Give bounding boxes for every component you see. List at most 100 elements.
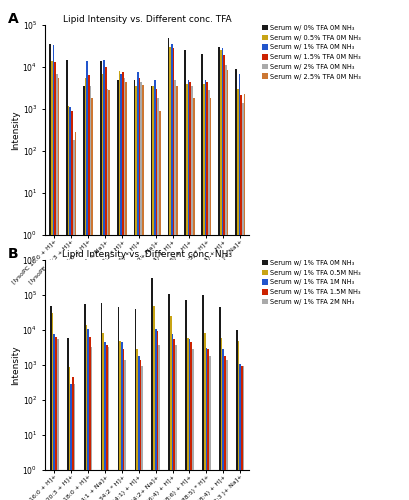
Bar <box>226 360 227 500</box>
Bar <box>202 295 204 500</box>
Bar <box>89 336 91 500</box>
Bar <box>159 111 161 500</box>
Bar <box>236 330 238 500</box>
Bar <box>139 360 142 500</box>
Bar <box>142 366 143 500</box>
Bar <box>136 350 138 500</box>
Bar <box>88 75 90 500</box>
Bar <box>238 74 240 500</box>
Bar <box>190 342 192 500</box>
Bar <box>101 303 102 500</box>
Bar <box>137 72 139 500</box>
Bar <box>204 334 206 500</box>
Bar <box>90 86 92 500</box>
Bar <box>186 84 188 500</box>
Bar <box>49 44 51 500</box>
Bar <box>169 294 170 500</box>
Bar <box>176 86 178 500</box>
Bar <box>220 50 222 500</box>
Bar <box>125 82 127 500</box>
Bar <box>155 328 157 500</box>
Bar <box>100 61 101 500</box>
Bar <box>172 334 173 500</box>
Bar <box>156 89 157 500</box>
Bar <box>193 98 195 500</box>
Bar <box>72 377 74 500</box>
Bar <box>158 344 160 500</box>
Bar <box>185 300 187 500</box>
Bar <box>218 47 220 500</box>
Bar <box>118 307 119 500</box>
Bar <box>207 350 209 500</box>
Bar <box>107 89 108 500</box>
Y-axis label: Intensity: Intensity <box>11 345 20 385</box>
Bar <box>206 348 207 500</box>
Bar <box>169 47 171 500</box>
Bar <box>238 340 239 500</box>
Bar <box>105 67 107 500</box>
Bar <box>92 98 93 500</box>
Bar <box>123 350 124 500</box>
Bar <box>189 82 191 500</box>
Bar <box>66 60 68 500</box>
Bar <box>223 56 225 500</box>
Bar <box>225 66 227 500</box>
Bar <box>119 71 120 500</box>
Bar <box>83 86 85 500</box>
Bar <box>103 60 105 500</box>
Y-axis label: Intensity: Intensity <box>11 110 20 150</box>
Bar <box>135 86 137 500</box>
Bar <box>51 61 53 500</box>
Bar <box>242 103 244 500</box>
Bar <box>106 344 108 500</box>
Bar <box>192 350 194 500</box>
Bar <box>69 368 70 500</box>
Text: A: A <box>8 12 19 26</box>
Bar <box>119 340 121 500</box>
Legend: Serum w/ 1% TFA 0M NH₃, Serum w/ 1% TFA 0.5M NH₃, Serum w/ 1% TFA 1M NH₃, Serum : Serum w/ 1% TFA 0M NH₃, Serum w/ 1% TFA … <box>261 259 362 306</box>
Bar <box>54 62 56 500</box>
Bar <box>157 98 159 500</box>
Bar <box>184 50 186 500</box>
Bar <box>171 44 173 500</box>
Bar <box>70 384 72 500</box>
Bar <box>55 336 57 500</box>
Bar <box>122 72 124 500</box>
Bar <box>173 339 175 500</box>
Bar <box>86 61 88 500</box>
Legend: Serum w/ 0% TFA 0M NH₃, Serum w/ 0.5% TFA 0M NH₃, Serum w/ 1% TFA 0M NH₃, Serum : Serum w/ 0% TFA 0M NH₃, Serum w/ 0.5% TF… <box>261 24 362 80</box>
Bar <box>73 140 74 500</box>
Bar <box>201 54 203 500</box>
Bar <box>53 45 54 500</box>
Bar <box>124 360 126 500</box>
Bar <box>84 304 85 500</box>
Bar <box>244 94 245 500</box>
Bar <box>170 316 172 500</box>
Bar <box>70 108 71 500</box>
Bar <box>203 84 204 500</box>
Bar <box>74 384 75 500</box>
Bar <box>187 338 189 500</box>
Bar <box>188 80 189 500</box>
Bar <box>153 306 155 500</box>
Bar <box>142 84 144 500</box>
Bar <box>58 78 59 500</box>
Bar <box>152 86 154 500</box>
Bar <box>239 364 241 500</box>
Bar <box>101 74 103 500</box>
Bar <box>151 86 152 500</box>
Bar <box>120 74 122 500</box>
Bar <box>221 338 222 500</box>
Bar <box>52 314 54 500</box>
Bar <box>208 90 210 500</box>
Bar <box>85 78 86 500</box>
Bar <box>140 82 142 500</box>
Bar <box>117 80 119 500</box>
Bar <box>124 78 125 500</box>
Bar <box>243 366 245 500</box>
Bar <box>209 356 211 500</box>
Bar <box>222 48 223 500</box>
Bar <box>204 80 207 500</box>
Bar <box>235 69 237 500</box>
Bar <box>154 80 156 500</box>
